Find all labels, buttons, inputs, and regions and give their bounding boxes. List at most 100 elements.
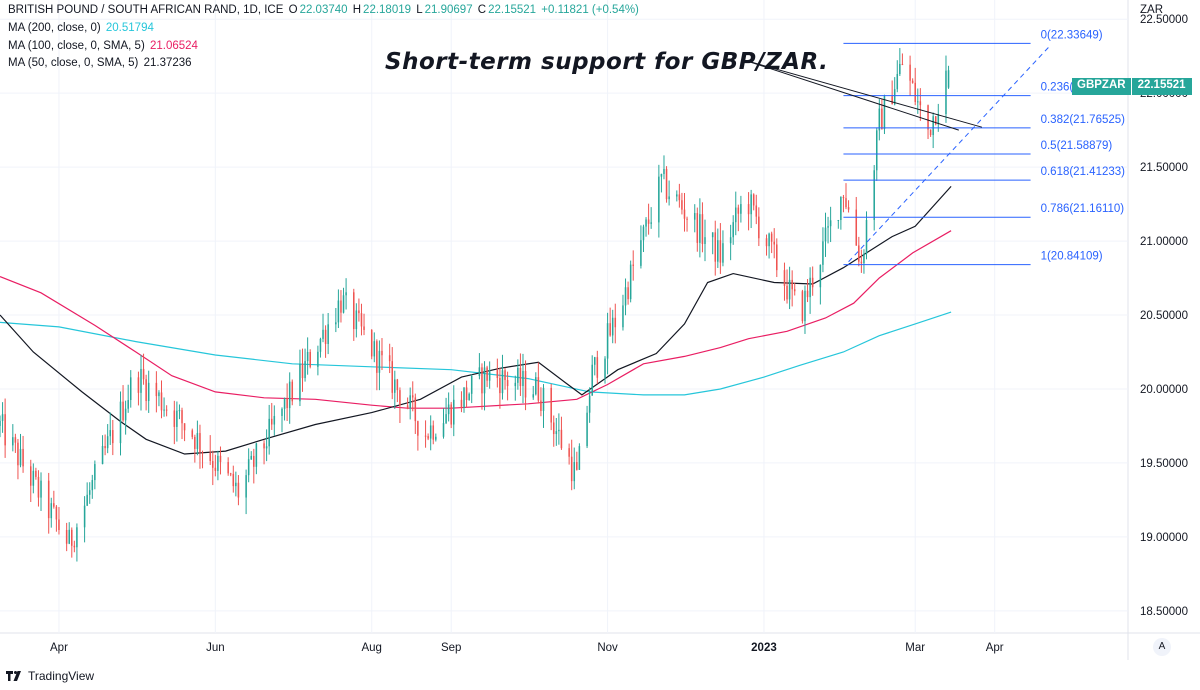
candle-body [465,387,468,401]
candle-body [196,433,199,449]
candle-body [722,243,724,263]
candle-body [452,399,455,425]
candle-body [32,470,35,486]
tradingview-logo-icon [6,671,21,681]
candle-body [873,170,875,221]
last-price-badge: GBPZAR 22.15521 [1072,78,1192,95]
candle-body [806,290,809,298]
candle-body [632,264,634,266]
candle-body [650,222,652,224]
candle-body [176,410,178,427]
footer[interactable]: TradingView [6,669,94,683]
y-tick-label: 20.50000 [1140,310,1188,322]
candle-body [501,370,504,394]
candle-body [109,430,112,437]
candle-body [106,436,109,449]
candle-body [4,414,6,446]
chart-annotation[interactable]: Short-term support for GBP/ZAR. [385,49,829,75]
candle-body [822,241,824,265]
candle-body [514,382,517,387]
candle-body [250,455,253,460]
ohlc-low-label: L [416,4,423,16]
candle-body [255,443,258,467]
candle-body [740,204,742,214]
ma200-legend[interactable]: MA (200, close, 0) 20.51794 [8,22,156,34]
ohlc-high-label: H [352,4,362,16]
candle-body [306,351,309,362]
candle-body [847,207,850,210]
candle-body [719,240,722,263]
candle-body [819,264,822,288]
candle-body [394,379,396,393]
candle-body [101,446,104,465]
candle-body [809,277,811,298]
candle-body [247,459,250,476]
ohlc-open-value: 22.03740 [299,4,348,16]
candle-body [86,494,88,506]
candle-body [504,370,506,381]
candle-body [645,219,647,227]
candle-body [417,421,419,436]
candle-body [747,204,750,215]
candle-body [40,480,42,498]
candle-body [35,470,37,477]
candle-body [288,381,291,409]
ma100-legend[interactable]: MA (100, close, 0, SMA, 5) 21.06524 [8,40,200,52]
candle-body [270,418,273,425]
candle-body [573,462,576,482]
candle-body [406,405,409,409]
candle-body [717,240,719,262]
candle-body [358,310,360,314]
ma50-legend[interactable]: MA (50, close, 0, SMA, 5) 21.37236 [8,57,194,69]
candle-body [647,219,650,224]
candle-body [586,412,588,447]
candle-body [614,317,617,328]
candle-body [524,370,527,398]
badge-symbol: GBPZAR [1072,78,1131,95]
candle-body [427,436,429,439]
candle-body [76,527,78,548]
candle-body [663,168,665,175]
candle-body [245,475,247,498]
candle-body [755,205,758,217]
ohlc-high-value: 22.18019 [363,4,412,16]
candle-body [506,380,509,387]
candle-body [442,423,445,437]
candle-body [750,194,752,215]
candle-body [804,290,806,322]
candle-body [578,446,581,470]
candle-body [611,317,614,336]
trendlines[interactable] [745,46,1049,263]
candle-body [55,506,58,520]
candle-body [399,390,401,406]
candle-body [178,410,181,412]
candle-body [58,519,60,531]
price-axis[interactable]: 22.5000022.0000021.5000021.0000020.50000… [1140,14,1188,618]
candle-body [158,392,160,397]
candle-body [560,429,563,449]
candle-body [71,529,73,546]
fib-level-label: 0.618(21.41233) [1041,166,1126,178]
candle-body [104,446,106,449]
candle-body [137,377,140,393]
x-tick-label: Apr [50,642,68,654]
time-axis[interactable]: Apr Jun Aug Sep Nov 2023 Mar Apr [50,642,1004,654]
candle-body [927,105,929,130]
candle-body [945,70,947,115]
candle-body [478,367,481,376]
candle-body [122,401,124,421]
auto-scale-button[interactable]: A [1153,638,1171,656]
ma200-value: 20.51794 [105,22,154,34]
fibonacci-retracement[interactable]: 0(22.33649)0.236(21.98358)0.382(21.76525… [843,29,1126,266]
candle-body [155,382,158,397]
candle-body [576,462,578,470]
candle-body [373,341,376,357]
candle-body [593,357,596,365]
candle-body [22,448,24,467]
candle-body [1,414,4,421]
candle-body [676,194,678,197]
candle-body [65,530,68,544]
candle-body [273,415,276,425]
candle-body [624,287,627,306]
